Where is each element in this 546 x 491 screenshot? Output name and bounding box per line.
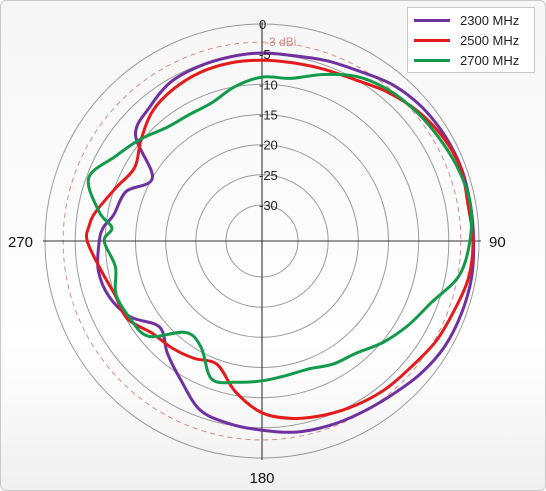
radial-tick-label: 0 bbox=[259, 17, 266, 32]
series-line-2300-mhz bbox=[96, 51, 476, 434]
radial-tick-label: -5 bbox=[259, 47, 271, 62]
series-line-2500-mhz bbox=[85, 58, 475, 421]
radial-tick-label: -20 bbox=[259, 138, 278, 153]
radial-tick-label: -30 bbox=[259, 198, 278, 213]
legend-swatch bbox=[414, 19, 450, 22]
radial-tick-label: -10 bbox=[259, 77, 278, 92]
legend-label: 2500 MHz bbox=[460, 33, 520, 48]
angle-label-90: 90 bbox=[489, 234, 506, 251]
radial-tick-label: -25 bbox=[259, 168, 278, 183]
legend-label: 2700 MHz bbox=[460, 53, 520, 68]
legend-swatch bbox=[414, 39, 450, 42]
label-layer: 0 -5 -10 -15 -20 -25 -30 -3 dBi 90 180 270 bbox=[8, 17, 506, 487]
angle-label-270: 270 bbox=[8, 234, 33, 251]
legend-item: 2500 MHz bbox=[408, 30, 534, 50]
legend: 2300 MHz 2500 MHz 2700 MHz bbox=[407, 7, 535, 73]
reference-ring-label: -3 dBi bbox=[265, 35, 296, 49]
legend-swatch bbox=[414, 59, 450, 62]
legend-item: 2300 MHz bbox=[408, 10, 534, 30]
legend-label: 2300 MHz bbox=[460, 13, 520, 28]
legend-item: 2700 MHz bbox=[408, 50, 534, 70]
angle-label-180: 180 bbox=[249, 470, 274, 487]
series-line-2700-mhz bbox=[86, 72, 474, 385]
radial-tick-label: -15 bbox=[259, 108, 278, 123]
series-layer bbox=[85, 51, 476, 434]
